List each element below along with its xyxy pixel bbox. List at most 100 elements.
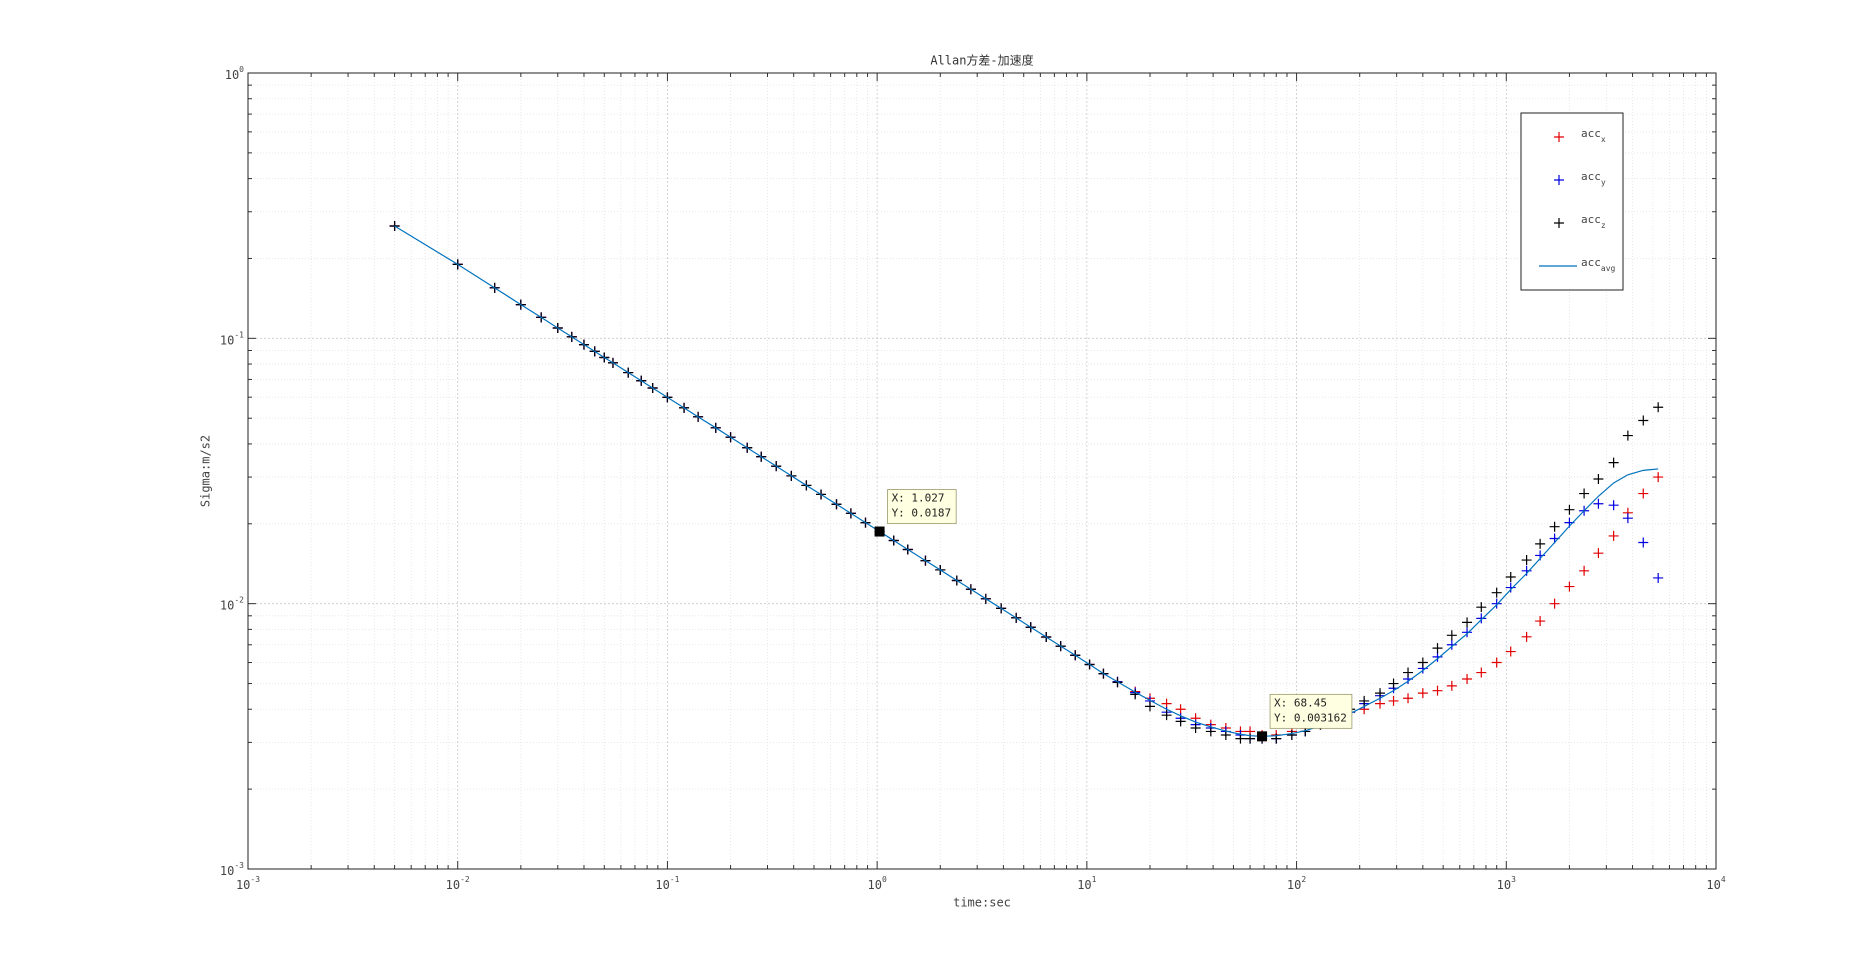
plus-marker xyxy=(1593,474,1604,485)
plus-marker xyxy=(1593,548,1604,559)
datatip-text: Y: 0.0187 xyxy=(892,507,952,520)
plus-marker xyxy=(1549,521,1560,532)
plus-marker xyxy=(1638,537,1649,548)
tick-label: 10-2 xyxy=(446,875,470,892)
legend-marker xyxy=(1554,132,1564,142)
plus-marker xyxy=(1608,500,1619,511)
tick-label: 102 xyxy=(1287,875,1306,892)
plus-marker xyxy=(1653,572,1664,583)
chart-title: Allan方差-加速度 xyxy=(930,53,1033,68)
plus-marker xyxy=(1446,680,1457,691)
tick-label-exponent: -3 xyxy=(250,875,260,884)
tick-label: 10-3 xyxy=(236,875,260,892)
tick-label-exponent: -3 xyxy=(234,861,244,870)
legend-label: accy xyxy=(1581,170,1606,187)
legend-marker xyxy=(1554,175,1564,185)
tick-label-exponent: 0 xyxy=(239,65,244,74)
tick-label-base: 10 xyxy=(1077,878,1091,892)
datatip-box xyxy=(1269,693,1353,729)
plus-marker xyxy=(1476,613,1487,624)
tick-label-exponent: 4 xyxy=(1721,875,1726,884)
plus-marker xyxy=(1549,598,1560,609)
plus-marker xyxy=(1144,701,1155,712)
tick-label-base: 10 xyxy=(220,598,234,612)
series-line xyxy=(394,225,1659,737)
legend-marker xyxy=(1554,218,1564,228)
plus-marker xyxy=(1462,674,1473,685)
plus-marker xyxy=(1535,616,1546,627)
plus-marker xyxy=(1653,402,1664,413)
tick-label-exponent: 3 xyxy=(1511,875,1516,884)
tick-label: 10-3 xyxy=(220,861,244,878)
datatip-marker xyxy=(1257,731,1268,742)
plus-marker xyxy=(1190,722,1201,733)
plus-marker xyxy=(1505,646,1516,657)
plus-marker xyxy=(1417,657,1428,668)
plus-marker xyxy=(1579,488,1590,499)
plus-marker xyxy=(1432,685,1443,696)
legend-name: acc xyxy=(1581,213,1601,226)
tick-label-exponent: -1 xyxy=(670,875,680,884)
plus-marker xyxy=(1564,581,1575,592)
plus-marker xyxy=(1446,630,1457,641)
datatip-text: X: 1.027 xyxy=(892,492,945,505)
plus-marker xyxy=(1491,657,1502,668)
tick-label-exponent: -1 xyxy=(234,330,244,339)
plus-marker xyxy=(1388,695,1399,706)
x-axis-label: time:sec xyxy=(953,896,1011,910)
legend-subscript: z xyxy=(1601,221,1606,230)
tick-label-base: 10 xyxy=(1287,878,1301,892)
plus-marker xyxy=(1535,538,1546,549)
tick-label: 103 xyxy=(1497,875,1516,892)
plus-marker xyxy=(1161,710,1172,721)
datatip-text: X: 68.45 xyxy=(1274,696,1327,709)
tick-label-exponent: -2 xyxy=(460,875,470,884)
datatip-text: Y: 0.003162 xyxy=(1274,711,1347,724)
tick-label: 10-2 xyxy=(220,595,244,612)
plus-marker xyxy=(1653,472,1664,483)
tick-label-base: 10 xyxy=(236,878,250,892)
axes-box xyxy=(247,72,1717,870)
plus-marker xyxy=(1491,587,1502,598)
legend-box xyxy=(1520,112,1624,291)
tick-label-base: 10 xyxy=(1497,878,1511,892)
plus-marker xyxy=(1476,667,1487,678)
plus-marker xyxy=(1608,457,1619,468)
tick-label-base: 10 xyxy=(868,878,882,892)
plus-marker xyxy=(1205,726,1216,737)
legend-label: accavg xyxy=(1581,256,1616,273)
tick-label: 10-1 xyxy=(220,330,244,347)
tick-label: 104 xyxy=(1706,875,1725,892)
tick-label-exponent: 1 xyxy=(1092,875,1097,884)
plus-marker xyxy=(1359,695,1370,706)
tick-label: 10-1 xyxy=(655,875,679,892)
plus-marker xyxy=(1622,513,1633,524)
plus-marker xyxy=(1638,488,1649,499)
plus-marker xyxy=(1505,572,1516,583)
legend-name: acc xyxy=(1581,256,1601,269)
plus-marker xyxy=(1161,698,1172,709)
plus-marker xyxy=(1432,651,1443,662)
plus-marker xyxy=(389,221,400,232)
tick-label-exponent: -2 xyxy=(234,595,244,604)
plus-marker xyxy=(1476,602,1487,613)
plus-marker xyxy=(1593,498,1604,509)
plus-marker xyxy=(1175,704,1186,715)
plus-marker xyxy=(1521,555,1532,566)
legend-name: acc xyxy=(1581,127,1601,140)
legend-subscript: x xyxy=(1601,135,1606,144)
plus-marker xyxy=(1286,729,1297,740)
tick-label-base: 10 xyxy=(1706,878,1720,892)
plus-marker xyxy=(1491,598,1502,609)
tick-label: 100 xyxy=(225,65,244,82)
plus-marker xyxy=(1388,678,1399,689)
tick-label-base: 10 xyxy=(655,878,669,892)
datatip-box xyxy=(887,489,957,524)
plus-marker xyxy=(1462,627,1473,638)
plus-marker xyxy=(1403,693,1414,704)
tick-label-base: 10 xyxy=(220,864,234,878)
tick-label-base: 10 xyxy=(225,68,239,82)
plus-marker xyxy=(1579,565,1590,576)
